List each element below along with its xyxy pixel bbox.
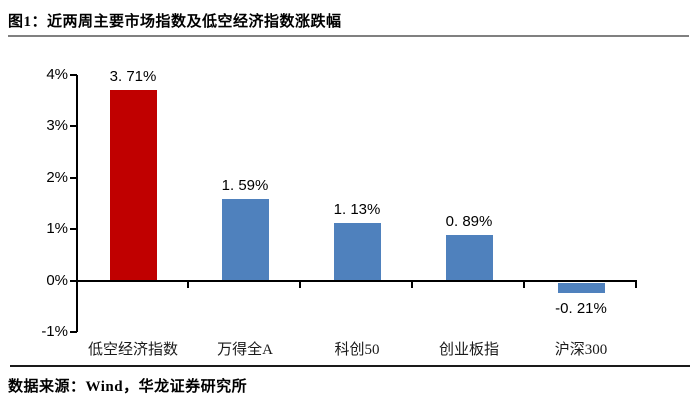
bar-1: [109, 89, 157, 281]
y-axis-tick-label: 4%: [46, 66, 68, 83]
y-axis-tick-mark: [70, 176, 77, 179]
y-axis-tick-label: -1%: [41, 323, 68, 340]
y-axis-tick-mark: [70, 279, 77, 282]
bar-2: [221, 198, 269, 281]
bar-value-label: -0. 21%: [555, 300, 607, 318]
x-axis-tick-mark: [299, 281, 301, 288]
y-axis-tick-label: 3%: [46, 117, 68, 135]
footer-divider: [10, 365, 690, 367]
x-axis-tick-mark: [635, 281, 637, 288]
bar-value-label: 1. 13%: [333, 200, 381, 218]
x-axis-category-label: 科创50: [334, 342, 380, 358]
data-source: 数据来源：Wind，华龙证券研究所: [8, 379, 248, 395]
bar-value-label: 3. 71%: [109, 67, 157, 85]
figure-title: 图1：近两周主要市场指数及低空经济指数涨跌幅: [8, 14, 342, 30]
x-axis-category-label: 创业板指: [438, 342, 499, 358]
bar-3: [333, 222, 381, 281]
y-axis-tick-label: 0%: [46, 271, 68, 289]
title-divider: [8, 35, 689, 37]
x-axis-line: [76, 279, 637, 282]
y-axis-tick-mark: [70, 125, 77, 128]
bar-4: [445, 234, 493, 281]
bar-5: [557, 282, 605, 294]
y-axis-tick-mark: [70, 331, 77, 333]
y-axis-tick-label: 1%: [46, 220, 68, 238]
y-axis-tick-label: 2%: [46, 168, 68, 186]
x-axis-category-label: 沪深300: [554, 342, 608, 358]
y-axis-tick-mark: [70, 228, 77, 231]
x-axis-tick-mark: [187, 281, 189, 288]
bar-value-label: 0. 89%: [445, 212, 493, 230]
x-axis-category-label: 低空经济指数: [87, 342, 178, 358]
bar-value-label: 1. 59%: [221, 176, 269, 194]
x-axis-tick-mark: [411, 281, 413, 288]
x-axis-category-label: 万得全A: [217, 342, 273, 358]
y-axis-tick-mark: [70, 74, 77, 76]
x-axis-tick-mark: [523, 281, 525, 288]
y-axis-line: [76, 75, 78, 332]
